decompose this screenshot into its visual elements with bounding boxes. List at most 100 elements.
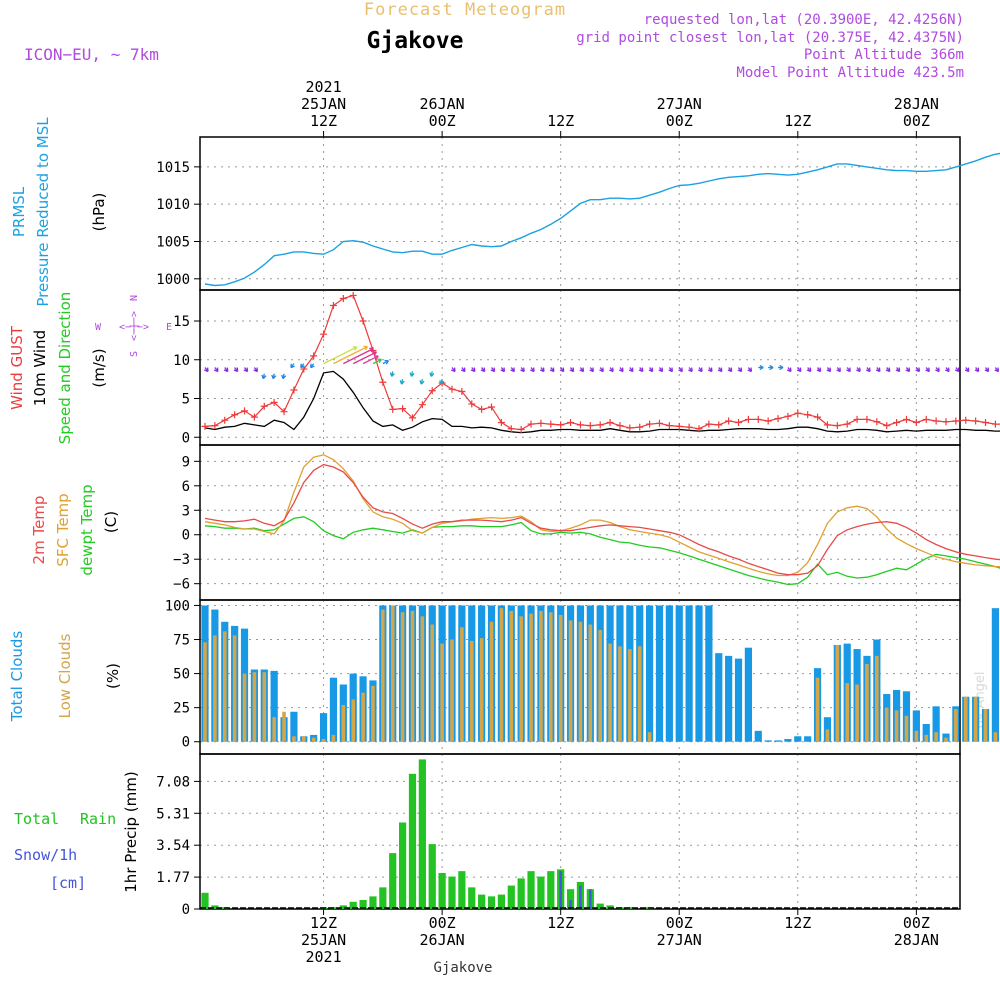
location-title: Gjakove [367, 28, 464, 54]
total-cloud-bar [932, 706, 940, 742]
precip-labels: Total Rain Snow/1h [cm] 1hr Precip (mm) [14, 771, 140, 892]
wind-labels: Wind GUST 10m Wind Speed and Direction (… [8, 292, 172, 445]
wind-arrow-head [846, 367, 851, 373]
low-cloud-bar [203, 642, 207, 742]
low-cloud-bar [815, 677, 820, 742]
wind-arrow-head [490, 367, 496, 373]
wind-arrow-head [658, 367, 664, 373]
wind-unit: (m/s) [90, 348, 108, 387]
rain-bar [596, 903, 604, 909]
wind-arrow-head [935, 367, 940, 373]
gust-marker [685, 423, 693, 431]
gust-marker [478, 405, 486, 413]
wind-arrow-head [389, 372, 395, 377]
wind-arrow-head [638, 367, 644, 373]
model-label: ICON−EU, ~ 7km [24, 45, 159, 64]
rain-bar [517, 878, 525, 909]
top-axis-label: 26JAN [420, 95, 465, 113]
total-cloud-bar [991, 608, 999, 742]
gust-marker [794, 409, 802, 417]
gust-marker [260, 402, 268, 410]
wind-gust-line [204, 294, 1000, 431]
low-cloud-bar [519, 616, 523, 742]
requested-coords: requested lon,lat (20.3900E, 42.4256N) [644, 12, 964, 28]
gust-marker [636, 423, 644, 431]
bottom-axis-label: 00Z [429, 914, 456, 932]
wind-arrow-head [419, 380, 425, 385]
gust-marker [389, 405, 397, 413]
rain-bar [211, 905, 219, 909]
clouds-tick-label: 25 [173, 701, 190, 717]
low-cloud-bar [894, 710, 899, 742]
low-cloud-bar [479, 638, 484, 742]
gust-marker [339, 295, 347, 303]
low-cloud-bar [954, 709, 958, 742]
total-cloud-bar [774, 740, 782, 742]
low-cloud-bar [825, 729, 830, 742]
low-cloud-bar [321, 739, 326, 742]
wind-arrow-head [384, 359, 389, 365]
low-cloud-bar [361, 692, 365, 742]
total-cloud-bar [319, 713, 328, 742]
wind-arrow-head [549, 367, 555, 373]
gust-marker [537, 419, 545, 427]
low-cloud-bar [509, 610, 514, 742]
low-cloud-bar [647, 732, 652, 742]
wind-arrow-head [243, 367, 249, 373]
wind-arrow-head [727, 367, 733, 373]
wind-dir-label: Speed and Direction [56, 292, 74, 445]
total-cloud-bar [794, 736, 802, 742]
wind-arrow-head [369, 347, 374, 353]
wind-arrow-head [374, 355, 379, 360]
wind-arrow-head [409, 372, 415, 377]
gust-marker [962, 416, 970, 424]
total-cloud-bar [804, 736, 812, 742]
wind-arrow-head [786, 367, 792, 373]
gust-marker [735, 419, 743, 427]
wind-arrow-head [796, 367, 802, 373]
total-cloud-bar [665, 605, 673, 742]
snow-bar [569, 899, 572, 909]
wind-arrow [323, 346, 358, 365]
gust-marker [399, 405, 407, 413]
wind-arrow-head [717, 367, 723, 373]
gust-marker [715, 421, 723, 429]
cloud-labels: Total Clouds Low Clouds (%) [8, 631, 122, 723]
sfc-temp-line [204, 454, 1000, 577]
gust-marker [952, 417, 960, 425]
gust-marker [488, 403, 496, 411]
wind-arrow-head [619, 367, 624, 373]
temp-tick-label: −3 [173, 552, 190, 568]
wind-arrow-head [599, 367, 604, 373]
rain-bar [349, 901, 357, 909]
top-axis-label: 25JAN [301, 95, 346, 113]
plot-layer: 1000100510101015051015−6−303690255075100… [156, 78, 1000, 966]
clouds-tick-label: 100 [165, 598, 190, 614]
wind-gust-label: Wind GUST [8, 325, 26, 410]
wind-arrow-head [589, 367, 594, 373]
low-cloud-bar [934, 732, 938, 742]
rain-bar [537, 876, 545, 909]
wind-arrow [362, 355, 379, 365]
wind-tick-label: 5 [182, 392, 190, 408]
gust-marker [764, 417, 772, 425]
rain-bar [428, 844, 436, 909]
total-cloud-bar [685, 605, 693, 742]
rain-bar [339, 905, 347, 909]
gust-marker [695, 425, 703, 433]
wind-arrow [352, 351, 377, 365]
wind-arrow-head [253, 367, 259, 373]
wind-arrow-head [300, 363, 305, 369]
wind-arrow-head [866, 367, 871, 373]
total-cloud-bar [922, 724, 930, 742]
wind-arrow-head [779, 364, 784, 371]
precip-tick-label: 0 [182, 902, 190, 918]
low-cloud-bar [578, 621, 583, 742]
low-cloud-bar [588, 624, 593, 742]
low-cloud-bar [341, 704, 346, 742]
low-cloud-bar [222, 631, 227, 742]
total-cloud-bar [725, 655, 733, 742]
temp-labels: 2m Temp SFC Temp dewpt Temp (C) [30, 484, 120, 575]
pressure-frame [199, 136, 961, 291]
